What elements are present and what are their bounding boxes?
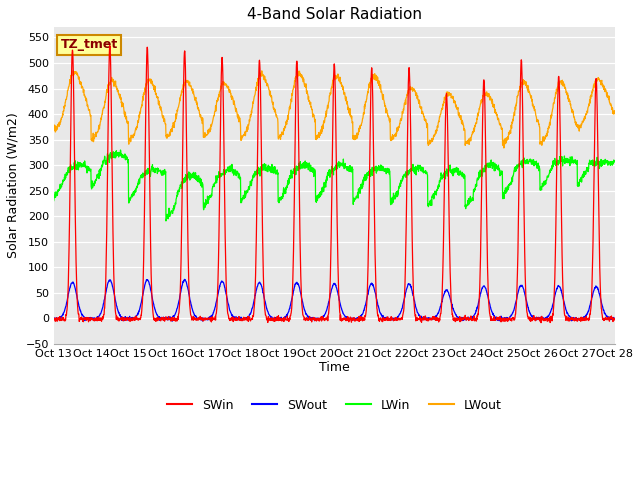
Legend: SWin, SWout, LWin, LWout: SWin, SWout, LWin, LWout: [162, 394, 507, 417]
Y-axis label: Solar Radiation (W/m2): Solar Radiation (W/m2): [7, 113, 20, 258]
X-axis label: Time: Time: [319, 361, 349, 374]
Title: 4-Band Solar Radiation: 4-Band Solar Radiation: [246, 7, 422, 22]
Text: TZ_tmet: TZ_tmet: [60, 38, 118, 51]
